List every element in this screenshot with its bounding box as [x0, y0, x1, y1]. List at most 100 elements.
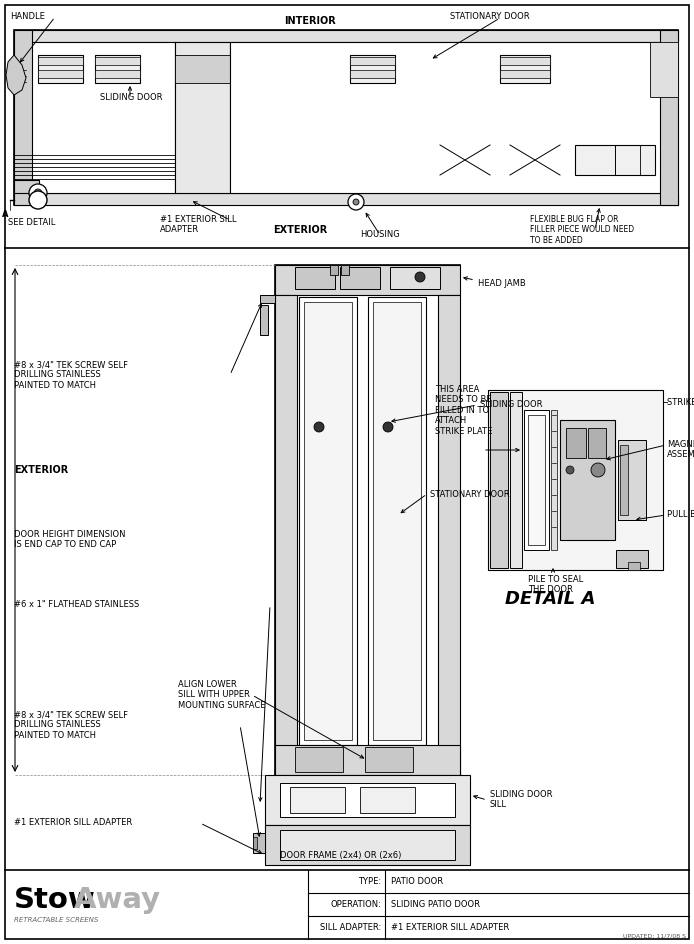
Bar	[95, 55, 140, 83]
Bar	[368, 297, 426, 745]
Bar	[304, 302, 352, 740]
Bar	[38, 70, 83, 78]
Bar	[14, 30, 32, 205]
Bar	[560, 420, 615, 540]
Text: EXTERIOR: EXTERIOR	[273, 225, 327, 235]
Text: #1 EXTERIOR SILL ADAPTER: #1 EXTERIOR SILL ADAPTER	[391, 923, 509, 932]
Text: PATIO DOOR: PATIO DOOR	[391, 877, 443, 886]
Circle shape	[29, 184, 47, 202]
Bar	[275, 745, 460, 775]
Text: ALIGN LOWER
SILL WITH UPPER
MOUNTING SURFACE: ALIGN LOWER SILL WITH UPPER MOUNTING SUR…	[178, 680, 266, 710]
Circle shape	[383, 422, 393, 432]
Bar	[438, 295, 460, 775]
Text: #8 x 3/4" TEK SCREW SELF
DRILLING STAINLESS
PAINTED TO MATCH: #8 x 3/4" TEK SCREW SELF DRILLING STAINL…	[14, 360, 128, 390]
Bar	[616, 550, 648, 568]
Text: DETAIL A: DETAIL A	[505, 590, 595, 608]
Bar	[253, 833, 265, 853]
Bar	[295, 747, 343, 772]
Circle shape	[353, 199, 359, 205]
Text: SLIDING DOOR: SLIDING DOOR	[480, 400, 543, 409]
Polygon shape	[6, 55, 26, 95]
Bar	[340, 267, 380, 289]
Bar	[490, 392, 508, 568]
Text: INTERIOR: INTERIOR	[284, 16, 336, 26]
Circle shape	[348, 194, 364, 210]
Circle shape	[29, 191, 47, 209]
Text: STRIKE PLATE: STRIKE PLATE	[667, 398, 694, 407]
Bar	[280, 783, 455, 817]
Bar	[360, 787, 415, 813]
Bar	[390, 267, 440, 289]
Bar	[275, 265, 460, 775]
Text: STATIONARY DOOR: STATIONARY DOOR	[430, 490, 509, 499]
Bar	[365, 747, 413, 772]
Circle shape	[34, 189, 42, 197]
Text: Away: Away	[74, 885, 161, 914]
Text: A: A	[34, 195, 42, 205]
Text: SEE DETAIL: SEE DETAIL	[8, 218, 56, 227]
Text: Stow: Stow	[14, 885, 96, 914]
Bar	[38, 57, 83, 65]
Bar	[660, 30, 678, 205]
Bar	[350, 70, 395, 78]
Bar	[575, 145, 655, 175]
Bar	[14, 180, 39, 193]
Text: #6 x 1" FLATHEAD STAINLESS: #6 x 1" FLATHEAD STAINLESS	[14, 600, 139, 609]
Bar	[551, 410, 557, 550]
Text: MAGNET
ASSEMBLY: MAGNET ASSEMBLY	[667, 440, 694, 460]
Circle shape	[566, 466, 574, 474]
Bar	[14, 30, 678, 42]
Bar	[500, 55, 550, 83]
Bar	[260, 295, 275, 303]
Text: PILE TO SEAL
THE DOOR: PILE TO SEAL THE DOOR	[528, 575, 583, 595]
Text: STATIONARY DOOR: STATIONARY DOOR	[450, 12, 530, 21]
Bar	[528, 415, 545, 545]
Bar	[350, 57, 395, 65]
Text: FLEXIBLE BUG FLAP OR
FILLER PIECE WOULD NEED
TO BE ADDED: FLEXIBLE BUG FLAP OR FILLER PIECE WOULD …	[530, 215, 634, 244]
Text: A: A	[1, 210, 8, 219]
Bar	[38, 55, 83, 83]
Text: HANDLE: HANDLE	[10, 12, 45, 21]
Bar	[566, 428, 586, 458]
Bar	[628, 562, 640, 570]
Circle shape	[591, 463, 605, 477]
Text: OPERATION:: OPERATION:	[330, 900, 381, 909]
Bar	[290, 787, 345, 813]
Bar	[253, 837, 257, 849]
Bar	[14, 42, 175, 193]
Bar	[230, 42, 668, 193]
Bar	[330, 265, 338, 275]
Bar	[175, 42, 230, 193]
Bar	[280, 830, 455, 860]
Text: UPDATED: 11/7/08 S: UPDATED: 11/7/08 S	[623, 933, 686, 938]
Circle shape	[415, 272, 425, 282]
Bar	[488, 390, 663, 570]
Bar	[14, 30, 678, 205]
Bar	[618, 440, 646, 520]
Bar	[350, 55, 395, 83]
Bar	[588, 428, 606, 458]
Text: SILL ADAPTER:: SILL ADAPTER:	[320, 923, 381, 932]
Bar	[510, 392, 522, 568]
Text: SLIDING DOOR
SILL: SLIDING DOOR SILL	[490, 790, 552, 809]
Bar	[500, 70, 550, 78]
Bar	[265, 825, 470, 865]
Circle shape	[314, 422, 324, 432]
Bar	[14, 193, 678, 205]
Bar	[260, 305, 268, 335]
Text: #8 x 3/4" TEK SCREW SELF
DRILLING STAINLESS
PAINTED TO MATCH: #8 x 3/4" TEK SCREW SELF DRILLING STAINL…	[14, 710, 128, 740]
Text: #1 EXTERIOR SILL ADAPTER: #1 EXTERIOR SILL ADAPTER	[14, 818, 133, 827]
Bar	[524, 410, 549, 550]
Text: PULL BAR: PULL BAR	[667, 510, 694, 519]
Text: SLIDING PATIO DOOR: SLIDING PATIO DOOR	[391, 900, 480, 909]
Text: DOOR HEIGHT DIMENSION
IS END CAP TO END CAP: DOOR HEIGHT DIMENSION IS END CAP TO END …	[14, 530, 126, 549]
Bar	[500, 57, 550, 65]
Text: EXTERIOR: EXTERIOR	[14, 465, 68, 475]
Bar	[95, 57, 140, 65]
Bar	[275, 265, 460, 295]
Text: #1 EXTERIOR SILL
ADAPTER: #1 EXTERIOR SILL ADAPTER	[160, 215, 237, 234]
Text: HEAD JAMB: HEAD JAMB	[478, 278, 526, 288]
Bar	[295, 267, 335, 289]
Bar	[95, 70, 140, 78]
Text: THIS AREA
NEEDS TO BE
FILLED IN TO
ATTACH
STRIKE PLATE: THIS AREA NEEDS TO BE FILLED IN TO ATTAC…	[435, 385, 492, 435]
